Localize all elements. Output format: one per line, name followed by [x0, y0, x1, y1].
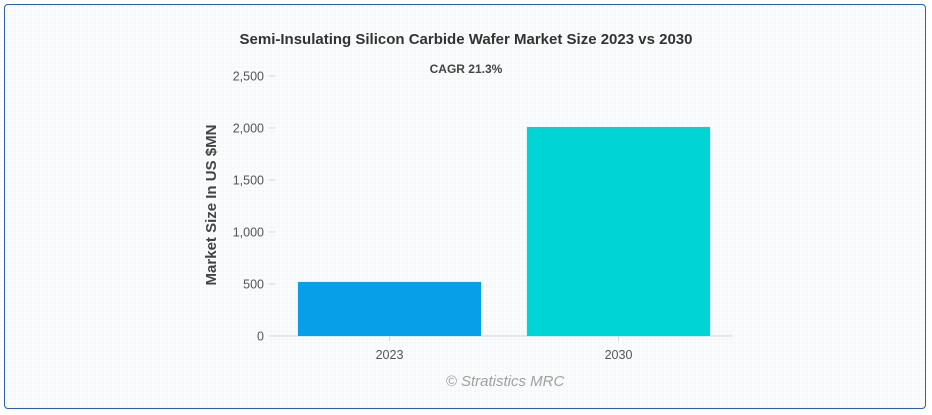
- bar-2030[interactable]: [526, 126, 711, 337]
- chart-card: [4, 4, 926, 409]
- y-tick-label: 1,500: [233, 174, 264, 188]
- x-tick-label: 2030: [605, 348, 633, 362]
- x-tick-label: 2023: [376, 348, 404, 362]
- y-axis: 0 500 1,000 1,500 2,000 2,500: [233, 70, 275, 344]
- x-axis: 2023 2030: [376, 336, 633, 362]
- y-tick-label: 2,000: [233, 122, 264, 136]
- y-axis-label: Market Size In US $MN: [203, 125, 220, 286]
- y-tick-label: 0: [257, 330, 264, 344]
- cagr-annotation: CAGR 21.3%: [430, 62, 503, 76]
- bars: [297, 126, 711, 337]
- copyright-credit: © Stratistics MRC: [446, 373, 565, 390]
- y-tick-label: 2,500: [233, 70, 264, 84]
- bar-2023[interactable]: [297, 281, 482, 336]
- chart-title: Semi-Insulating Silicon Carbide Wafer Ma…: [240, 31, 693, 48]
- y-tick-label: 500: [243, 278, 264, 292]
- y-tick-label: 1,000: [233, 226, 264, 240]
